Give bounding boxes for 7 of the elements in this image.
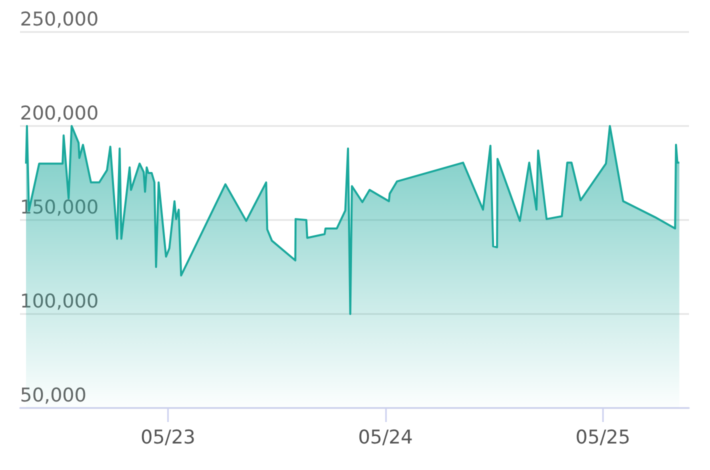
x-tick-label: 05/24 [358,426,413,448]
x-tick-label: 05/25 [576,426,630,448]
y-tick-label: 100,000 [20,290,99,312]
y-tick-label: 250,000 [20,8,99,30]
x-tick-label: 05/23 [140,426,196,448]
y-tick-label: 200,000 [20,102,99,124]
y-tick-label: 50,000 [20,384,86,406]
